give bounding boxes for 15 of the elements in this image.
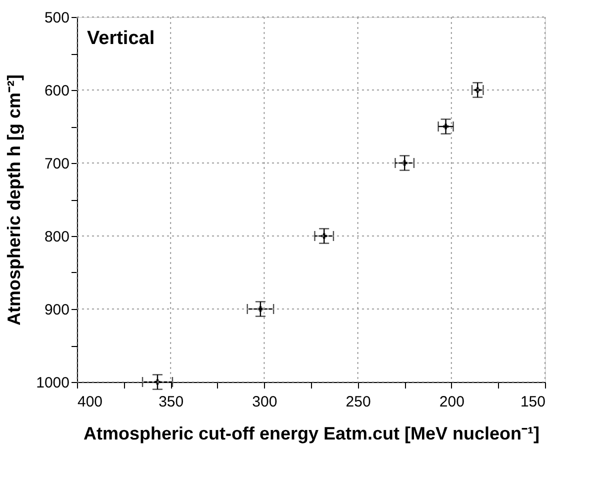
x-tick-label: 300 (252, 394, 278, 410)
y-tick-label: 900 (44, 302, 70, 318)
annotation: Vertical (87, 28, 155, 49)
y-tick-label: 700 (44, 156, 70, 172)
x-axis-title: Atmospheric cut-off energy Eatm.cut [MeV nucleon⁻¹] (83, 424, 540, 444)
y-axis-title: Atmospheric depth h [g cm⁻²] (4, 74, 24, 326)
y-tick-label: 600 (44, 82, 70, 100)
y-tick-label: 1000 (36, 374, 70, 392)
x-tick-label: 250 (346, 394, 371, 410)
y-tick-label: 500 (44, 10, 70, 26)
x-tick-label: 400 (78, 394, 103, 410)
x-tick-label: 350 (158, 394, 184, 410)
x-tick-label: 200 (439, 394, 464, 410)
y-tick-label: 800 (44, 228, 70, 246)
x-tick-label: 150 (520, 394, 546, 410)
